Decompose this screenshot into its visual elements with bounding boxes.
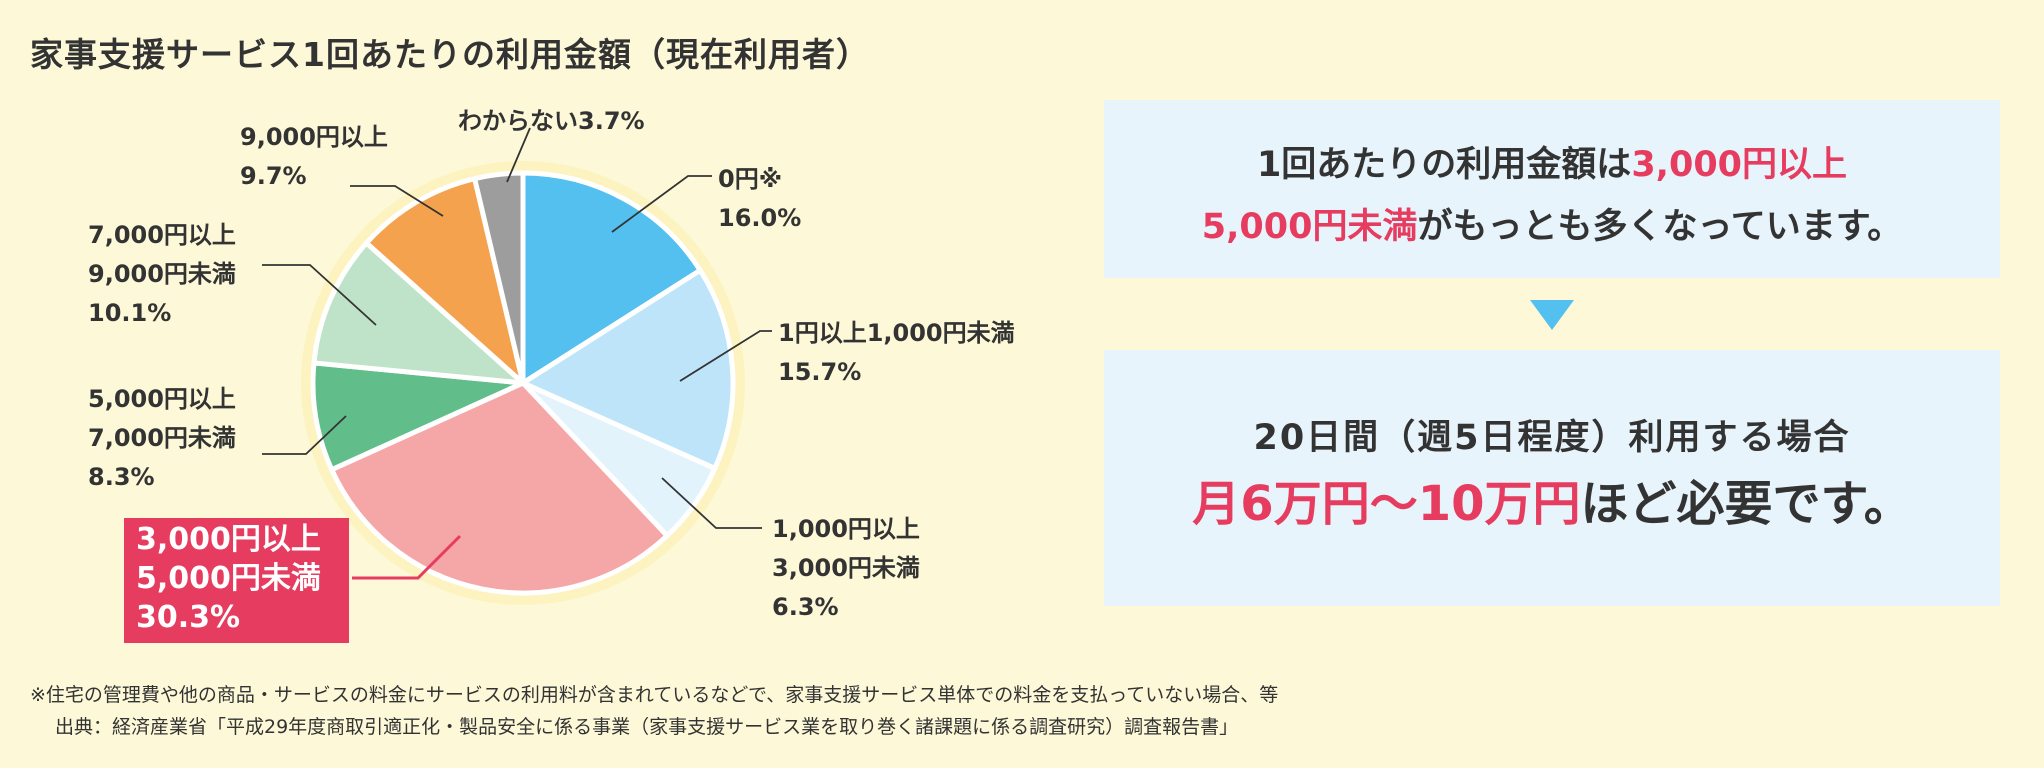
leader-line-slice-0 xyxy=(611,175,712,233)
slice-label-6: 9,000円以上 9.7% xyxy=(240,118,388,196)
summary-panel: 1回あたりの利用金額は3,000円以上 5,000円未満がもっとも多くなっていま… xyxy=(1104,100,2000,278)
summary-line-2-accent: 5,000円未満 xyxy=(1201,207,1418,247)
slice-label-6-line-2: 9.7% xyxy=(240,162,307,190)
leader-line-slice-1 xyxy=(679,330,772,382)
cost-line-2-accent: 月6万円〜10万円 xyxy=(1192,476,1581,532)
slice-label-0: 0円※ 16.0% xyxy=(718,160,801,238)
slice-label-2-line-1: 1,000円以上 xyxy=(772,515,920,543)
slice-label-2: 1,000円以上 3,000円未満 6.3% xyxy=(772,510,920,627)
slice-label-5-line-1: 7,000円以上 xyxy=(88,221,236,249)
cost-line-2-text: ほど必要です。 xyxy=(1580,476,1912,532)
leader-line-slice-5 xyxy=(262,264,377,326)
slice-label-4-line-2: 7,000円未満 xyxy=(88,424,236,452)
slice-label-2-line-3: 6.3% xyxy=(772,593,839,621)
slice-label-5-line-2: 9,000円未満 xyxy=(88,260,236,288)
slice-label-3-line-3: 30.3% xyxy=(136,600,241,635)
summary-line-2-text: がもっとも多くなっています。 xyxy=(1417,207,1903,247)
leader-line-slice-6 xyxy=(350,185,444,217)
pie-slice-3 xyxy=(329,380,670,596)
slice-label-3-line-2: 5,000円未満 xyxy=(136,561,321,596)
slice-label-5-line-3: 10.1% xyxy=(88,299,172,327)
pie-slice-0 xyxy=(520,170,703,386)
slice-label-4: 5,000円以上 7,000円未満 8.3% xyxy=(88,380,236,497)
pie-slice-6 xyxy=(363,176,526,386)
slice-label-2-line-2: 3,000円未満 xyxy=(772,554,920,582)
slice-label-0-line-2: 16.0% xyxy=(718,204,802,232)
slice-label-3-line-1: 3,000円以上 xyxy=(136,522,321,557)
summary-line-1-text: 1回あたりの利用金額は xyxy=(1256,145,1632,185)
summary-line-1-accent: 3,000円以上 xyxy=(1631,145,1848,185)
chart-title: 家事支援サービス1回あたりの利用金額（現在利用者） xyxy=(30,35,870,74)
pie-slice-7 xyxy=(472,170,526,386)
pie-slice-1 xyxy=(520,267,736,471)
cost-panel: 20日間（週5日程度）利用する場合 月6万円〜10万円ほど必要です。 xyxy=(1104,350,2000,606)
slice-label-5: 7,000円以上 9,000円未満 10.1% xyxy=(88,216,236,333)
slice-label-0-line-1: 0円※ xyxy=(718,165,783,193)
slice-label-6-line-1: 9,000円以上 xyxy=(240,123,388,151)
slice-label-1: 1円以上1,000円未満 15.7% xyxy=(778,314,1015,392)
summary-line-2: 5,000円未満がもっとも多くなっています。 xyxy=(1104,196,2000,258)
footnote: ※住宅の管理費や他の商品・サービスの料金にサービスの利用料が含まれているなどで、… xyxy=(30,684,1279,706)
slice-label-3-highlight-box: 3,000円以上 5,000円未満 30.3% xyxy=(124,518,349,643)
leader-line-slice-4 xyxy=(262,415,347,455)
leader-line-slice-7 xyxy=(506,127,531,183)
summary-line-1: 1回あたりの利用金額は3,000円以上 xyxy=(1104,134,2000,196)
slice-label-1-line-1: 1円以上1,000円未満 xyxy=(778,319,1015,347)
down-arrow-icon xyxy=(1530,300,1574,330)
slice-label-7: わからない3.7% xyxy=(458,102,645,141)
source-note: 出典：経済産業省「平成29年度商取引適正化・製品安全に係る事業（家事支援サービス… xyxy=(55,716,1239,738)
slice-label-4-line-3: 8.3% xyxy=(88,463,155,491)
slice-label-4-line-1: 5,000円以上 xyxy=(88,385,236,413)
cost-line-2: 月6万円〜10万円ほど必要です。 xyxy=(1104,464,2000,544)
slice-label-7-line-1: わからない3.7% xyxy=(458,107,645,135)
leader-line-slice-2 xyxy=(661,477,762,529)
slice-label-1-line-2: 15.7% xyxy=(778,358,862,386)
cost-line-1: 20日間（週5日程度）利用する場合 xyxy=(1253,418,1851,458)
pie-slice-4 xyxy=(310,360,526,473)
leader-line-slice-3 xyxy=(352,534,462,580)
pie-slice-5 xyxy=(311,240,526,386)
